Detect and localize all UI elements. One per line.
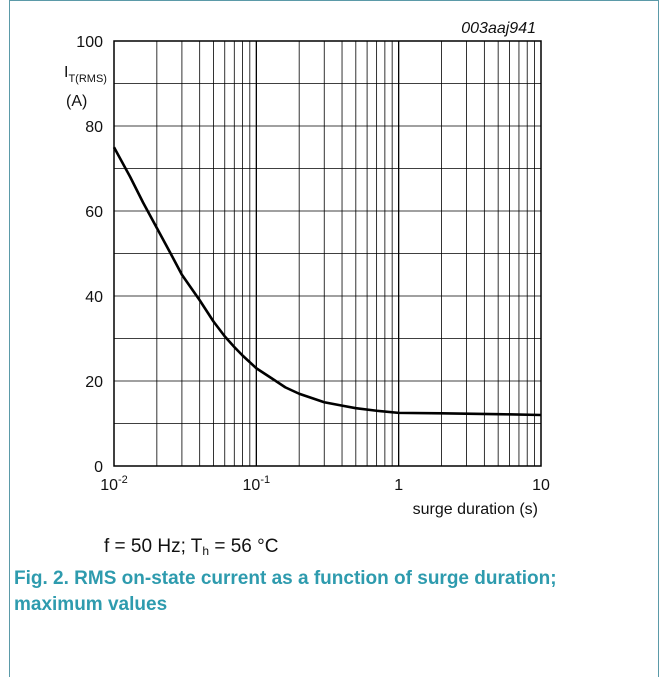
conditions-caption: f = 50 Hz; Th = 56 °C <box>104 536 279 558</box>
y-tick-labels: 0 20 40 60 80 100 <box>76 34 103 476</box>
y-axis-label: IT(RMS) <box>64 64 107 85</box>
y-tick-label: 100 <box>76 34 103 51</box>
figure-frame <box>9 0 659 677</box>
y-tick-label: 60 <box>85 204 103 221</box>
y-tick-label: 20 <box>85 374 103 391</box>
x-tick-label: 10 <box>532 477 550 494</box>
series-line <box>112 146 542 417</box>
x-tick-labels: 10-2 10-1 1 10 <box>100 474 550 494</box>
y-tick-label: 80 <box>85 119 103 136</box>
chart-grid <box>114 41 541 466</box>
y-axis-unit: (A) <box>66 93 87 110</box>
x-axis-label: surge duration (s) <box>413 501 538 518</box>
x-tick-label: 1 <box>394 477 403 494</box>
x-tick-label: 10-2 <box>100 474 128 494</box>
chart-code: 003aaj941 <box>461 20 536 37</box>
y-tick-label: 0 <box>94 459 103 476</box>
plot-area-border <box>113 40 542 467</box>
y-tick-label: 40 <box>85 289 103 306</box>
figure-title: Fig. 2. RMS on-state current as a functi… <box>14 568 557 615</box>
x-tick-label: 10-1 <box>243 474 271 494</box>
